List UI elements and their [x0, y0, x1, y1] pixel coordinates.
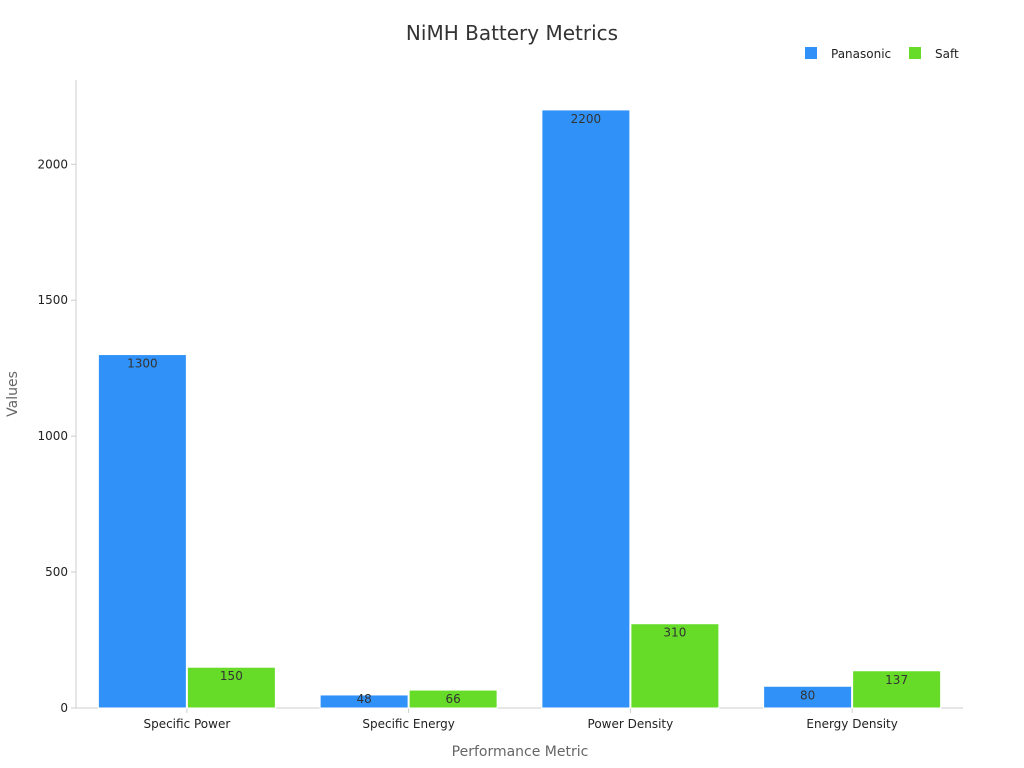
legend-label-panasonic: Panasonic — [831, 47, 891, 61]
legend-swatch-panasonic — [805, 47, 817, 59]
x-ticks: Specific Power Specific Energy Power Densi… — [143, 708, 898, 731]
x-axis-title: Performance Metric — [452, 744, 589, 760]
bar-panasonic-2 — [541, 109, 631, 709]
bar-saft-2 — [630, 623, 720, 709]
y-axis-title: Values — [5, 371, 21, 417]
bar-labels: 1300 150 48 66 2200 310 80 137 — [127, 112, 908, 706]
x-tick-label: Specific Energy — [362, 717, 455, 731]
y-tick-label: 500 — [45, 565, 68, 579]
bar-panasonic-1 — [319, 694, 409, 709]
x-tick-label: Energy Density — [806, 717, 897, 731]
bar-value-label: 66 — [445, 692, 460, 706]
bars — [97, 109, 942, 709]
bar-value-label: 310 — [663, 626, 686, 640]
legend-swatch-saft — [909, 47, 921, 59]
chart-title: NiMH Battery Metrics — [406, 21, 618, 45]
bar-value-label: 137 — [885, 673, 908, 687]
bar-value-label: 1300 — [127, 357, 158, 371]
bar-saft-1 — [408, 689, 498, 709]
legend-label-saft: Saft — [935, 47, 959, 61]
bar-value-label: 80 — [800, 688, 815, 702]
bar-value-label: 150 — [220, 669, 243, 683]
bar-saft-0 — [186, 666, 276, 709]
y-tick-label: 1000 — [37, 429, 68, 443]
y-ticks: 0 500 1000 1500 2000 — [37, 157, 76, 715]
bar-panasonic-3 — [763, 685, 853, 709]
bar-panasonic-0 — [97, 354, 187, 709]
y-tick-label: 2000 — [37, 157, 68, 171]
legend: Panasonic Saft — [805, 47, 959, 61]
y-tick-label: 1500 — [37, 293, 68, 307]
bar-saft-3 — [852, 670, 942, 709]
bar-value-label: 2200 — [571, 112, 602, 126]
x-tick-label: Power Density — [588, 717, 674, 731]
x-tick-label: Specific Power — [143, 717, 230, 731]
bar-value-label: 48 — [356, 692, 371, 706]
y-tick-label: 0 — [60, 701, 68, 715]
